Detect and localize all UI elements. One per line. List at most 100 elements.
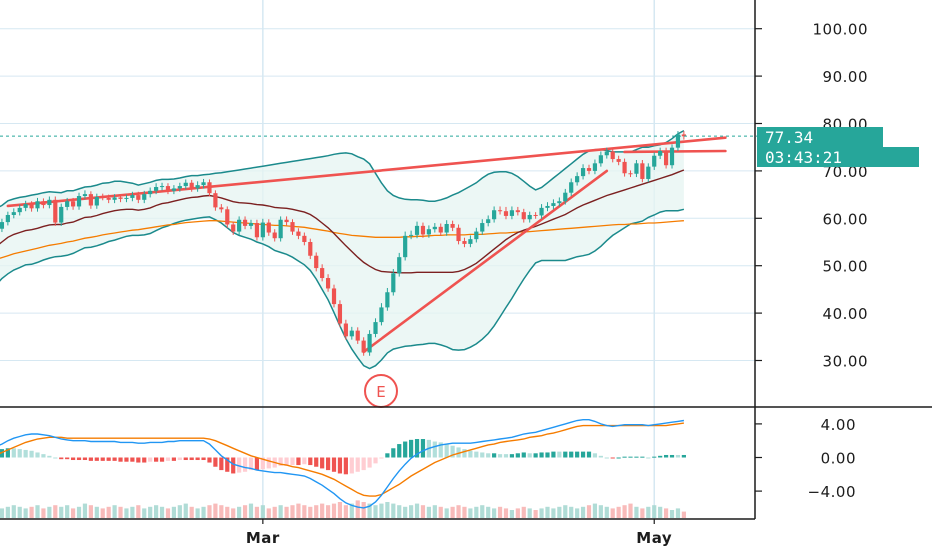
candle-26[interactable] <box>148 187 153 198</box>
candle-64[interactable] <box>373 318 378 338</box>
time-axis[interactable]: Mar May <box>246 519 672 547</box>
candles[interactable] <box>0 131 686 356</box>
candle-22[interactable] <box>124 194 129 203</box>
candle-40[interactable] <box>231 221 236 235</box>
candle-24[interactable] <box>136 191 141 204</box>
candle-58[interactable] <box>337 300 343 327</box>
candle-76[interactable] <box>444 220 449 236</box>
candle-55[interactable] <box>320 264 325 282</box>
candle-113[interactable] <box>663 147 669 169</box>
candle-57[interactable] <box>331 284 337 308</box>
candle-91[interactable] <box>533 212 538 219</box>
candle-88[interactable] <box>515 206 520 216</box>
candle-37[interactable] <box>213 190 218 211</box>
candle-43[interactable] <box>248 219 254 230</box>
candle-17[interactable] <box>94 193 99 209</box>
candle-115[interactable] <box>675 131 681 151</box>
candle-65[interactable] <box>379 303 384 326</box>
candle-45[interactable] <box>260 218 265 241</box>
candle-41[interactable] <box>237 216 242 235</box>
candle-3[interactable] <box>11 208 16 219</box>
candle-1[interactable] <box>0 218 5 233</box>
candle-50[interactable] <box>290 219 295 235</box>
candle-101[interactable] <box>592 159 598 175</box>
candle-96[interactable] <box>563 188 568 205</box>
candle-8[interactable] <box>41 198 46 209</box>
candle-28[interactable] <box>159 182 165 191</box>
candle-11[interactable] <box>59 203 64 226</box>
candle-49[interactable] <box>284 216 289 226</box>
candle-12[interactable] <box>65 197 70 211</box>
candle-23[interactable] <box>130 191 135 202</box>
candle-9[interactable] <box>47 196 52 209</box>
candle-108[interactable] <box>634 159 639 178</box>
candle-74[interactable] <box>432 223 437 233</box>
candle-102[interactable] <box>598 151 603 167</box>
candle-31[interactable] <box>177 182 182 192</box>
candle-60[interactable] <box>349 326 354 340</box>
candle-107[interactable] <box>628 170 633 178</box>
candle-42[interactable] <box>242 216 248 230</box>
candle-25[interactable] <box>142 190 147 204</box>
candle-30[interactable] <box>171 185 176 195</box>
candle-86[interactable] <box>503 206 509 220</box>
candle-6[interactable] <box>29 201 34 212</box>
candle-32[interactable] <box>183 179 188 190</box>
candle-20[interactable] <box>112 194 117 204</box>
candle-104[interactable] <box>610 148 615 163</box>
candle-71[interactable] <box>414 221 420 239</box>
candle-7[interactable] <box>35 197 40 212</box>
candle-39[interactable] <box>225 206 230 228</box>
candle-36[interactable] <box>207 179 212 197</box>
candle-98[interactable] <box>575 172 580 186</box>
candle-53[interactable] <box>308 238 313 260</box>
indicator-axis[interactable]: 4.00 0.00 −4.00 <box>755 416 856 501</box>
candle-92[interactable] <box>539 204 544 219</box>
candle-83[interactable] <box>486 215 491 227</box>
candle-69[interactable] <box>403 231 408 261</box>
candle-46[interactable] <box>266 219 271 236</box>
candle-27[interactable] <box>154 183 159 195</box>
candle-44[interactable] <box>254 219 260 241</box>
candle-67[interactable] <box>391 269 396 296</box>
candle-80[interactable] <box>468 235 473 248</box>
candle-5[interactable] <box>23 200 28 212</box>
candle-15[interactable] <box>82 190 88 200</box>
candle-72[interactable] <box>420 222 426 238</box>
candle-61[interactable] <box>355 327 360 344</box>
candle-94[interactable] <box>551 199 556 210</box>
candle-13[interactable] <box>70 197 76 210</box>
candle-81[interactable] <box>474 227 479 243</box>
candle-70[interactable] <box>409 230 414 240</box>
candle-82[interactable] <box>480 219 485 235</box>
candle-16[interactable] <box>88 191 93 209</box>
candle-63[interactable] <box>367 330 372 356</box>
candle-2[interactable] <box>5 211 10 226</box>
candle-106[interactable] <box>622 158 627 177</box>
candle-87[interactable] <box>509 206 515 220</box>
candle-62[interactable] <box>361 337 366 356</box>
candle-90[interactable] <box>527 211 532 223</box>
candle-48[interactable] <box>278 216 283 242</box>
candle-112[interactable] <box>658 147 663 160</box>
candle-77[interactable] <box>450 220 455 232</box>
candle-68[interactable] <box>397 252 402 277</box>
candle-19[interactable] <box>106 194 111 204</box>
candle-97[interactable] <box>569 178 574 197</box>
candle-10[interactable] <box>53 196 58 226</box>
candle-111[interactable] <box>652 152 657 170</box>
candle-114[interactable] <box>669 144 675 169</box>
trendline-2[interactable] <box>623 149 727 154</box>
candle-78[interactable] <box>456 224 461 245</box>
candle-4[interactable] <box>17 204 22 216</box>
candle-33[interactable] <box>189 179 194 192</box>
candle-54[interactable] <box>314 252 319 272</box>
candle-99[interactable] <box>580 164 586 180</box>
candle-103[interactable] <box>604 147 609 159</box>
candle-93[interactable] <box>545 202 550 212</box>
candle-38[interactable] <box>219 204 224 213</box>
candle-66[interactable] <box>385 287 390 311</box>
candle-59[interactable] <box>343 319 348 340</box>
candle-73[interactable] <box>426 225 431 238</box>
